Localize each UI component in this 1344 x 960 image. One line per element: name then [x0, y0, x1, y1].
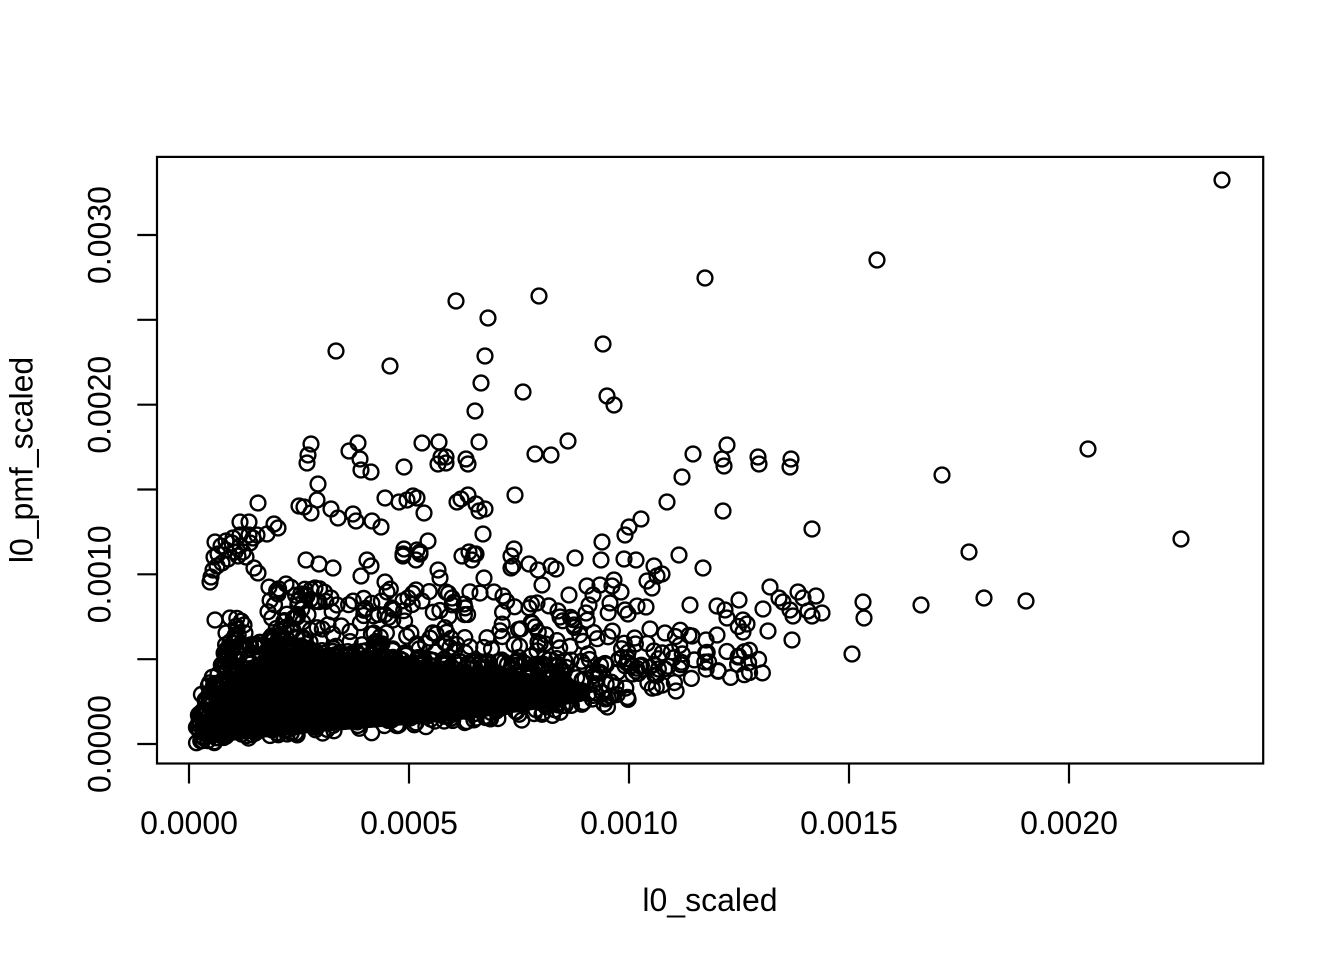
svg-text:0.0000: 0.0000	[81, 695, 117, 793]
svg-text:0.0010: 0.0010	[81, 525, 117, 623]
svg-text:0.0030: 0.0030	[81, 186, 117, 284]
svg-text:0.0020: 0.0020	[1020, 805, 1118, 841]
svg-text:0.0015: 0.0015	[800, 805, 898, 841]
svg-text:0.0000: 0.0000	[140, 805, 238, 841]
svg-text:0.0020: 0.0020	[81, 356, 117, 454]
svg-text:l0_scaled: l0_scaled	[642, 882, 777, 918]
svg-text:0.0010: 0.0010	[580, 805, 678, 841]
svg-text:l0_pmf_scaled: l0_pmf_scaled	[4, 357, 40, 563]
svg-text:0.0005: 0.0005	[360, 805, 458, 841]
